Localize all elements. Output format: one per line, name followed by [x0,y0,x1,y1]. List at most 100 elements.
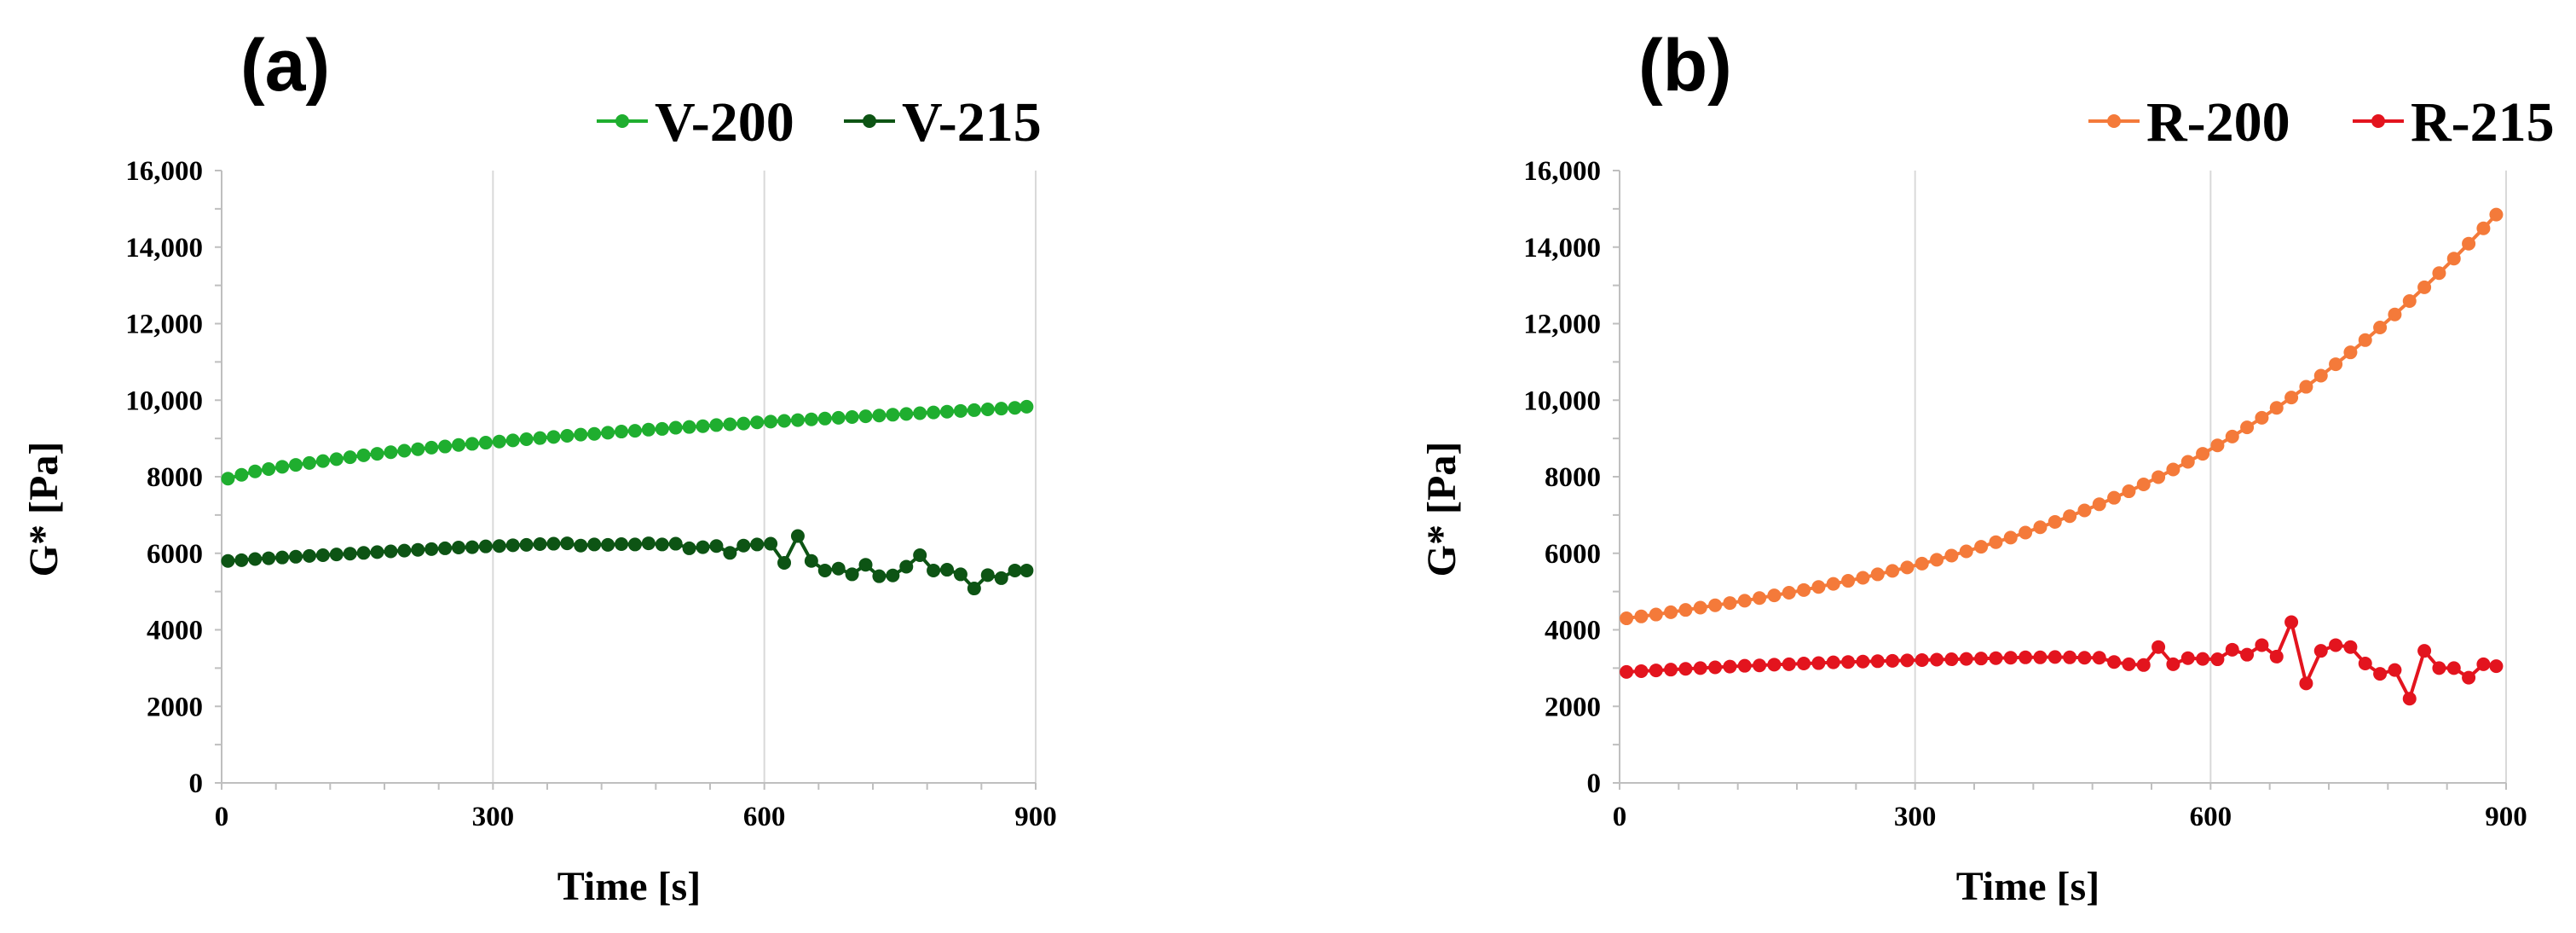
data-point-R-200 [1811,580,1826,594]
data-point-R-200 [1841,574,1856,588]
data-point-V-215 [248,552,263,566]
data-point-R-200 [2476,221,2491,235]
chart-panel-b: (b) G* [Pa] Time [s] 0200040006000800010… [1419,25,2555,909]
data-point-R-200 [1753,591,1767,606]
data-point-R-215 [1826,655,1840,669]
data-point-R-215 [2255,638,2269,652]
data-point-V-200 [994,402,1008,416]
data-point-R-215 [1753,658,1767,673]
data-point-V-215 [994,571,1008,585]
data-point-R-200 [1664,605,1678,619]
data-point-V-215 [1008,563,1022,577]
y-tick-label: 4000 [1545,616,1601,646]
data-point-R-215 [1930,652,1944,667]
y-tick-label: 6000 [147,539,203,570]
legend-swatch-marker [2107,114,2121,128]
series-line-R-200 [1626,213,2498,620]
data-point-V-200 [913,406,927,420]
data-point-V-215 [546,536,561,551]
data-point-R-200 [1737,594,1752,608]
data-point-R-215 [2299,676,2313,691]
data-point-V-200 [275,460,290,474]
y-tick-label: 10,000 [1523,385,1601,416]
data-point-V-200 [927,405,941,420]
data-point-R-200 [1900,560,1915,575]
data-point-R-200 [2003,530,2018,545]
data-point-R-200 [2092,497,2106,512]
data-point-V-215 [627,537,642,552]
data-point-V-200 [750,415,765,430]
data-point-V-200 [397,443,412,458]
data-point-R-200 [2299,380,2313,394]
data-point-V-200 [262,462,276,477]
data-point-R-215 [1767,658,1782,672]
data-point-R-215 [2151,640,2166,654]
data-point-R-200 [2432,266,2446,281]
y-tick-label: 0 [189,768,204,799]
data-point-R-215 [2107,655,2122,669]
data-point-R-200 [1767,588,1782,603]
y-tick-label: 10,000 [125,385,203,416]
data-point-V-200 [221,472,235,486]
data-point-V-215 [438,541,453,555]
data-point-R-200 [2402,294,2417,309]
data-point-R-200 [2077,503,2092,518]
y-tick-label: 8000 [1545,462,1601,493]
data-point-R-215 [2166,657,2180,671]
data-point-V-200 [234,467,249,482]
data-point-V-200 [723,417,737,432]
data-point-R-215 [1900,653,1915,668]
data-point-V-215 [872,569,887,583]
data-point-R-200 [1870,567,1885,582]
data-point-V-215 [533,536,547,551]
data-point-R-215 [1723,659,1737,674]
legend-swatch-marker [863,114,876,128]
data-point-R-215 [2402,692,2417,706]
data-point-V-200 [384,445,398,460]
data-point-V-200 [696,419,710,433]
data-point-V-200 [627,424,642,438]
y-tick-label: 16,000 [1523,156,1601,187]
data-point-R-200 [1959,544,1973,559]
data-point-V-200 [886,408,900,422]
legend-label: R-215 [2411,91,2555,154]
data-point-R-215 [2092,651,2106,665]
data-point-V-200 [736,416,751,431]
legend-label: R-200 [2146,91,2290,154]
data-point-R-200 [2151,470,2166,484]
data-point-R-215 [1620,664,1634,679]
y-tick-label: 8000 [147,462,203,493]
data-point-V-200 [587,426,602,441]
data-point-V-200 [845,409,859,424]
data-point-R-200 [2462,236,2476,251]
data-point-V-215 [289,549,303,564]
data-point-V-215 [262,551,276,565]
data-point-V-215 [411,542,425,557]
data-point-R-215 [1649,664,1663,678]
data-point-R-200 [2136,477,2151,491]
data-point-R-215 [2122,657,2136,671]
data-point-R-200 [2180,455,2195,469]
data-point-R-215 [1959,652,1973,666]
data-point-R-215 [1708,660,1723,675]
data-point-R-215 [2476,657,2491,671]
data-point-V-200 [668,420,683,435]
data-point-R-200 [2048,514,2062,529]
data-point-R-200 [2446,252,2461,266]
data-point-V-200 [343,450,357,465]
data-point-R-215 [1841,655,1856,669]
data-point-V-215 [967,582,981,596]
data-point-R-200 [1974,540,1989,554]
data-point-R-200 [2166,462,2180,477]
data-point-V-200 [777,414,792,428]
data-point-V-200 [519,432,534,447]
data-point-V-215 [574,538,588,553]
data-point-R-200 [1708,598,1723,612]
data-point-V-215 [655,537,669,552]
data-point-R-215 [1811,656,1826,670]
x-axis-title-b: Time [s] [1956,864,2099,909]
data-point-R-215 [1664,663,1678,677]
data-point-R-200 [2343,345,2358,360]
data-point-R-215 [1856,654,1870,669]
data-point-V-200 [574,427,588,442]
